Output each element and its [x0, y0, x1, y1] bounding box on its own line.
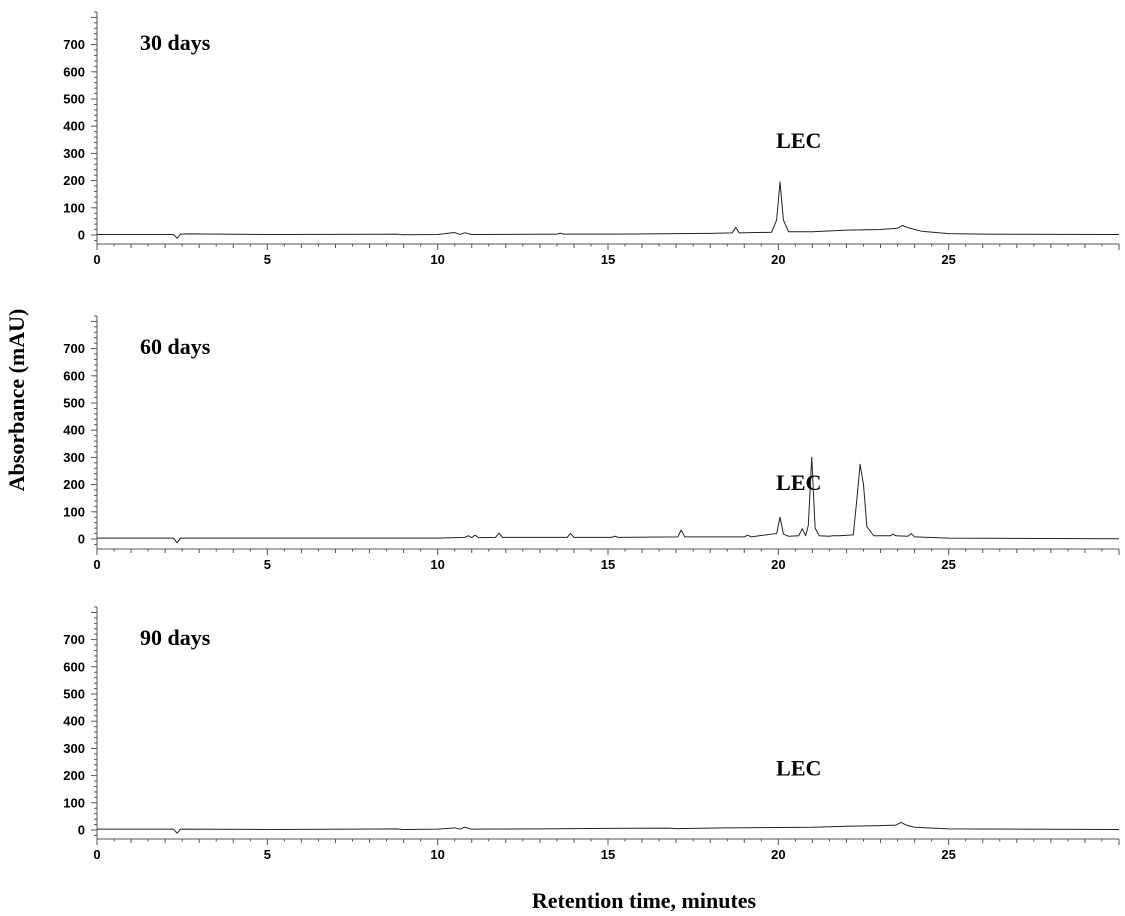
y-tick-label: 300: [63, 146, 85, 161]
y-tick-label: 400: [63, 714, 85, 729]
chart-panel-1: 0 100 200 300 400 500 600 700 0 5 10 15 20 25 30 days L…: [63, 11, 1120, 267]
y-tick-label: 700: [63, 341, 85, 356]
y-tick-label: 700: [63, 37, 85, 52]
y-tick-label: 0: [78, 823, 85, 838]
x-tick-label: 5: [264, 847, 271, 862]
x-tick-label: 20: [771, 252, 785, 267]
panel-label: 30 days: [140, 30, 211, 55]
x-tick-label: 5: [264, 252, 271, 267]
y-tick-label: 0: [78, 228, 85, 243]
y-tick-label: 200: [63, 768, 85, 783]
x-tick-label: 25: [941, 847, 955, 862]
y-tick-label: 200: [63, 477, 85, 492]
x-tick-label: 10: [430, 847, 444, 862]
y-tick-label: 100: [63, 504, 85, 519]
y-tick-label: 500: [63, 687, 85, 702]
y-tick-label: 600: [63, 659, 85, 674]
x-tick-label: 20: [771, 557, 785, 572]
peak-label-lec: LEC: [776, 756, 821, 781]
y-tick-label: 0: [78, 532, 85, 547]
y-tick-label: 400: [63, 423, 85, 438]
panel-label: 90 days: [140, 625, 211, 650]
y-tick-label: 600: [63, 368, 85, 383]
y-tick-label: 100: [63, 795, 85, 810]
x-tick-label: 0: [93, 557, 100, 572]
panel-label: 60 days: [140, 334, 211, 359]
x-tick-label: 0: [93, 252, 100, 267]
x-tick-label: 25: [941, 252, 955, 267]
y-tick-label: 200: [63, 173, 85, 188]
x-tick-label: 15: [601, 252, 615, 267]
y-tick-label: 500: [63, 92, 85, 107]
x-tick-label: 10: [430, 557, 444, 572]
x-tick-label: 20: [771, 847, 785, 862]
y-axis-title: Absorbance (mAU): [4, 309, 29, 492]
chromatogram-trace: [97, 181, 1120, 239]
x-tick-label: 15: [601, 557, 615, 572]
peak-label-lec: LEC: [776, 128, 821, 153]
y-tick-label: 300: [63, 450, 85, 465]
y-tick-label: 700: [63, 632, 85, 647]
peak-label-lec: LEC: [776, 470, 821, 495]
chart-panel-2: 0 100 200 300 400 500 600 700 0 5 10 15 20 25 60 days L…: [63, 315, 1120, 572]
x-tick-label: 25: [941, 557, 955, 572]
chromatogram-trace: [97, 821, 1120, 834]
y-tick-label: 100: [63, 200, 85, 215]
y-tick-label: 600: [63, 64, 85, 79]
y-tick-label: 300: [63, 741, 85, 756]
x-axis-title: Retention time, minutes: [532, 888, 757, 913]
chromatogram-trace: [97, 456, 1120, 544]
x-tick-label: 10: [430, 252, 444, 267]
x-tick-label: 15: [601, 847, 615, 862]
chart-panel-3: 0 100 200 300 400 500 600 700 0 5 10 15 20 25 90 days L…: [63, 606, 1120, 862]
x-tick-label: 5: [264, 557, 271, 572]
y-tick-label: 400: [63, 119, 85, 134]
x-tick-label: 0: [93, 847, 100, 862]
y-tick-label: 500: [63, 396, 85, 411]
